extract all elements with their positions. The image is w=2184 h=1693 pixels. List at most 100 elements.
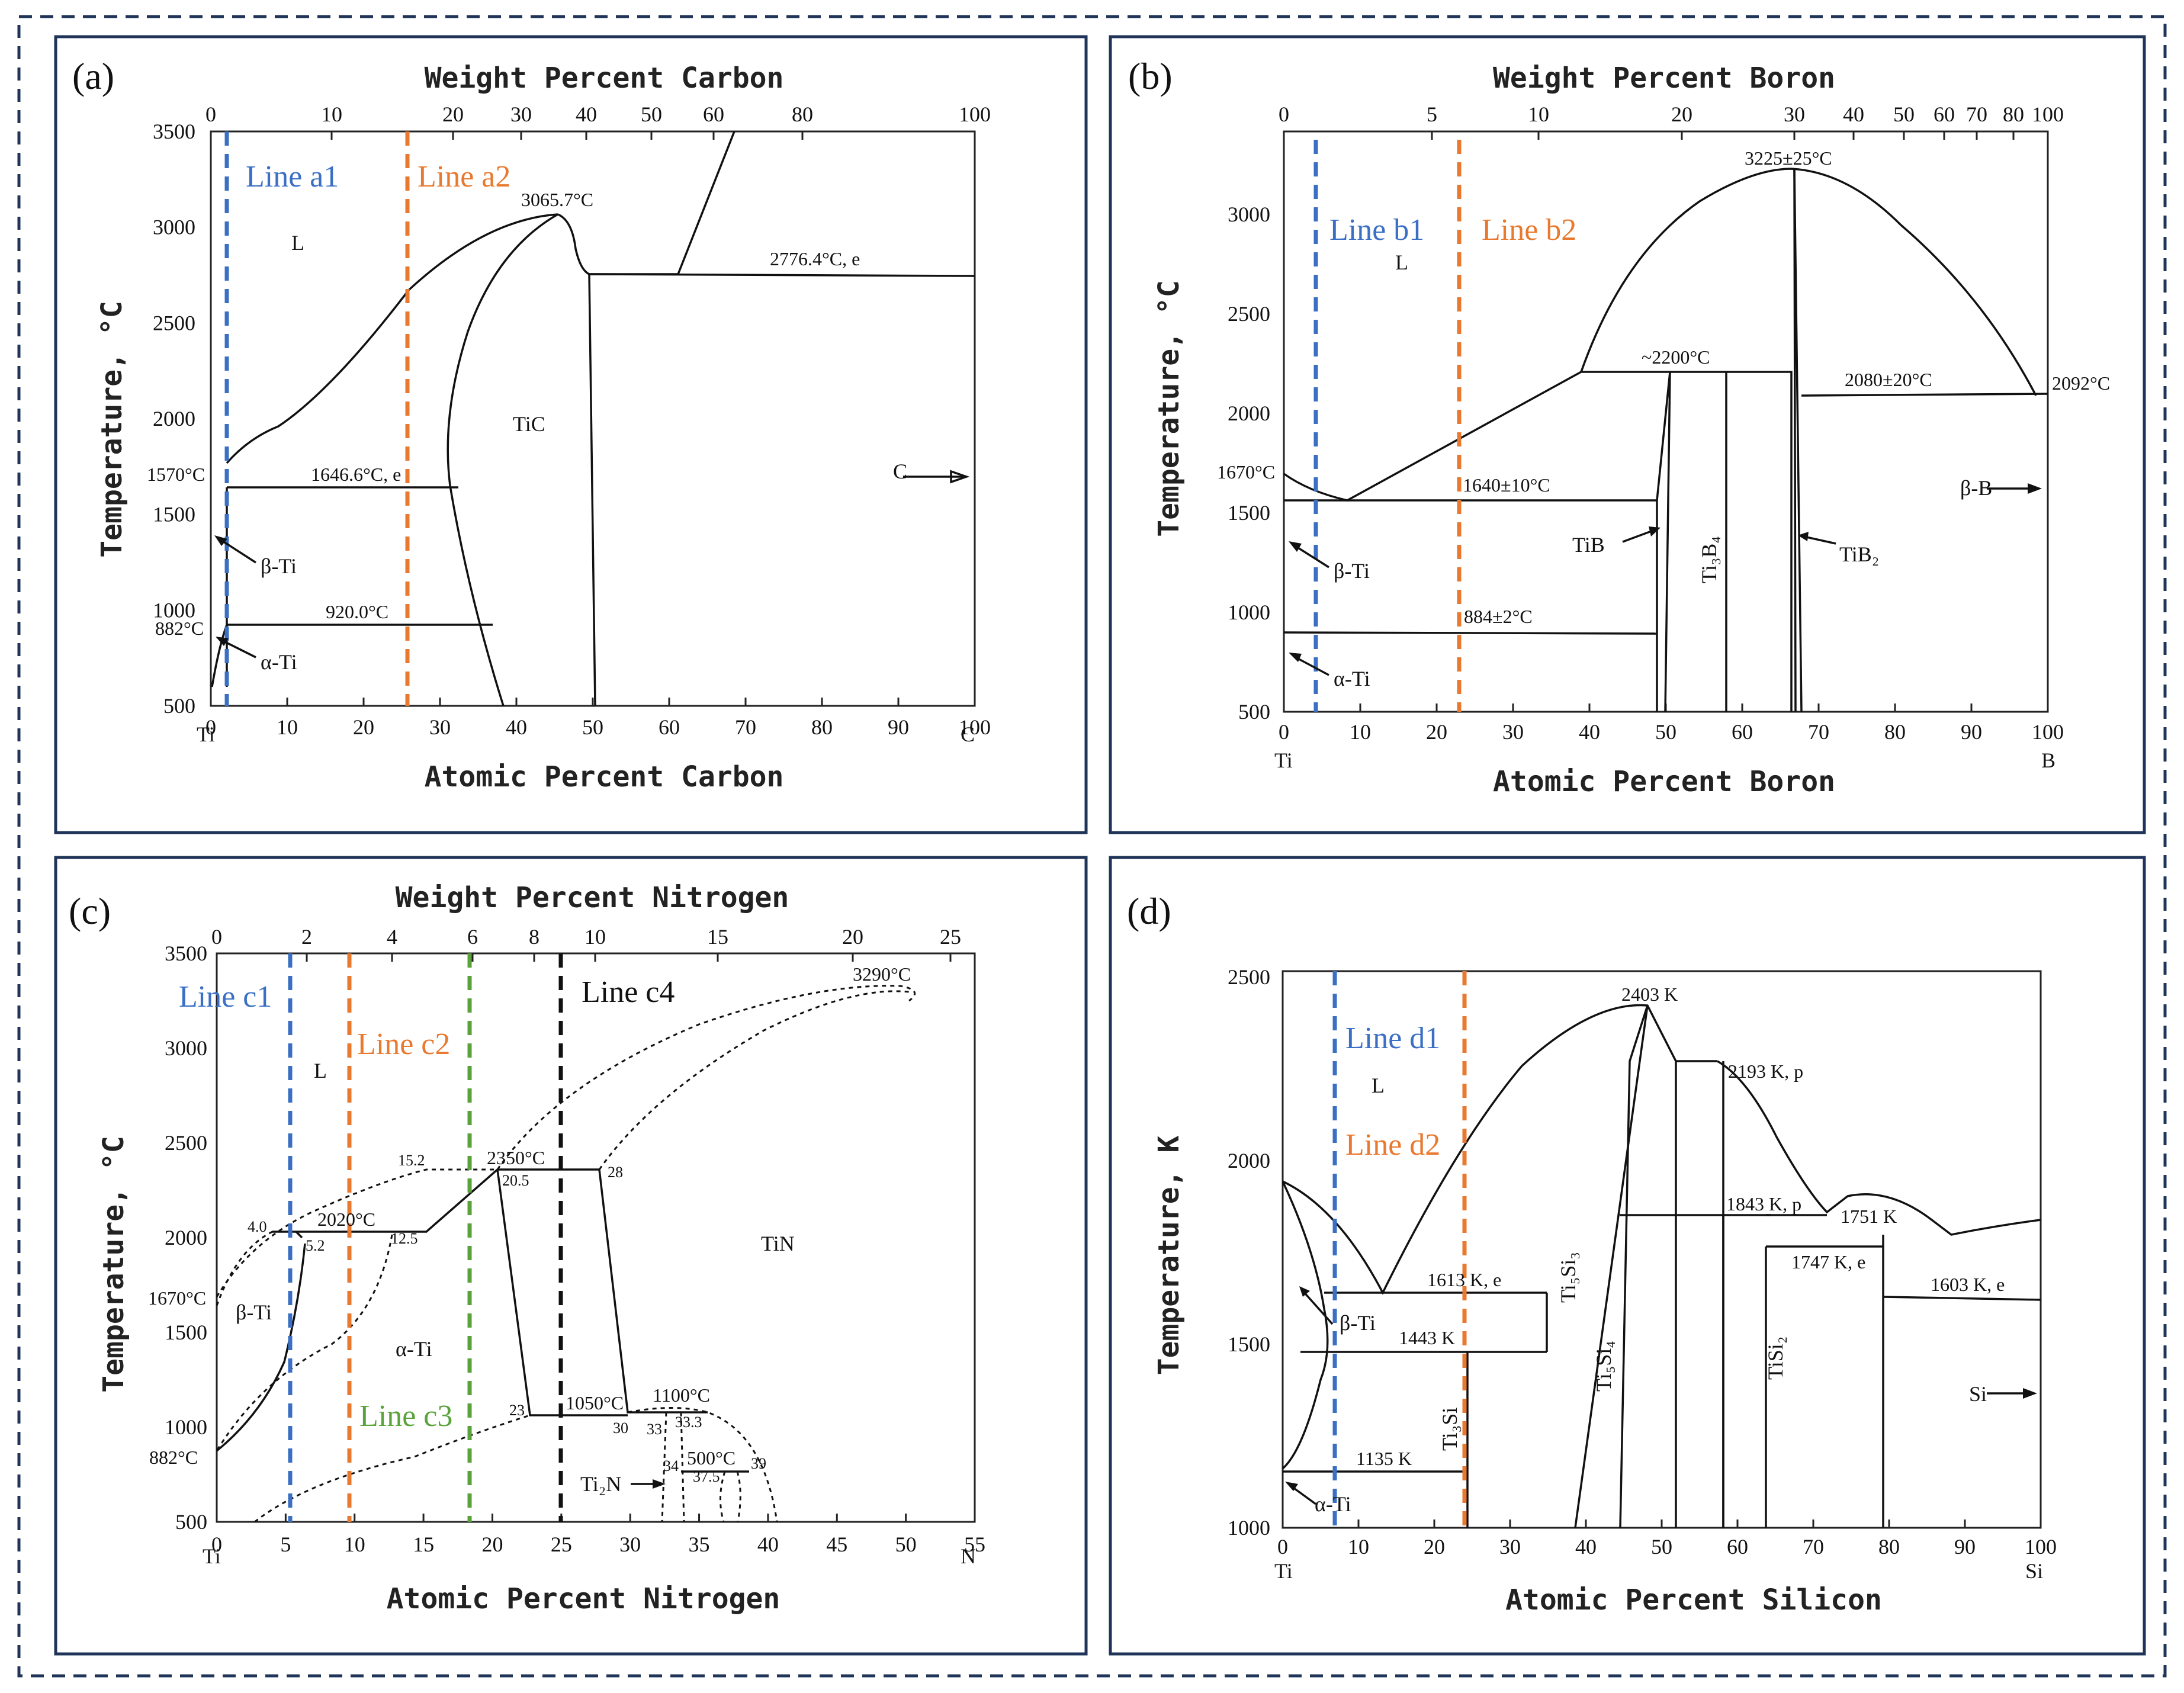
panel-d-label-beta-ti: β-Ti bbox=[1340, 1311, 1376, 1335]
panel-d-label-1747: 1747 K, e bbox=[1791, 1251, 1865, 1273]
panel-b-label-TiB2: TiB₂ bbox=[1839, 542, 1879, 566]
panel-b-label-2092: 2092°C bbox=[2052, 372, 2110, 394]
top-tick-label: 0 bbox=[205, 102, 216, 126]
top-tick-label: 60 bbox=[1934, 102, 1955, 126]
bottom-tick-label: 55 bbox=[964, 1533, 985, 1556]
panel-d-end-left: Ti bbox=[1274, 1559, 1293, 1583]
panel-b-label-beta-b: β-B bbox=[1960, 476, 1992, 500]
top-tick-label: 5 bbox=[1427, 102, 1437, 126]
bottom-tick-label: 80 bbox=[1878, 1535, 1900, 1559]
panel-a-end-right: C bbox=[961, 722, 975, 746]
bottom-tick-label: 10 bbox=[1350, 720, 1371, 744]
panel-b-label-Ti3B4: Ti₃B₄ bbox=[1697, 536, 1721, 583]
panel-b-top-axis-title: Weight Percent Boron bbox=[1493, 62, 1835, 95]
panel-a-y-ticks: 3500 3000 2500 2000 1500 1000 500 bbox=[153, 120, 195, 718]
panel-d-bottom-ticks: 0 10 20 30 40 50 60 70 80 90 100 bbox=[1277, 1519, 2057, 1559]
panel-a-y-axis-title: Temperature, °C bbox=[95, 301, 129, 557]
bottom-tick-label: 90 bbox=[1954, 1535, 1976, 1559]
bottom-tick-label: 50 bbox=[1655, 720, 1676, 744]
panel-d-label-Ti5Si3: Ti₅Si₃ bbox=[1556, 1252, 1580, 1303]
panel-a-label-L: L bbox=[291, 231, 304, 255]
top-tick-label: 40 bbox=[1843, 102, 1864, 126]
outer-dashed-border bbox=[17, 15, 2167, 1678]
panel-a-label-C: C bbox=[893, 460, 907, 483]
panel-c-label-37-5: 37.5 bbox=[693, 1468, 720, 1485]
y-tick-label: 2500 bbox=[1228, 302, 1270, 326]
panel-c-line-c3-label: Line c3 bbox=[359, 1399, 452, 1433]
panel-b-label-2080: 2080±20°C bbox=[1845, 369, 1932, 390]
panel-c-bottom-ticks: 0 5 10 15 20 25 30 35 40 45 50 55 bbox=[211, 1514, 985, 1556]
y-tick-label: 3500 bbox=[153, 120, 195, 143]
top-tick-label: 15 bbox=[707, 925, 728, 949]
panel-c-label-33-3: 33.3 bbox=[675, 1413, 702, 1431]
bottom-tick-label: 45 bbox=[826, 1533, 847, 1556]
top-tick-label: 6 bbox=[467, 925, 478, 949]
panel-d-label-Ti5Si4: Ti₅Si₄ bbox=[1592, 1341, 1615, 1392]
bottom-tick-label: 10 bbox=[1348, 1535, 1369, 1559]
panel-b-label-884: 884±2°C bbox=[1464, 606, 1533, 627]
panel-b-label-beta-ti: β-Ti bbox=[1334, 559, 1370, 583]
panel-a-top-axis-title: Weight Percent Carbon bbox=[425, 62, 784, 95]
top-tick-label: 25 bbox=[940, 925, 961, 949]
y-tick-label: 1000 bbox=[165, 1415, 207, 1439]
bottom-tick-label: 50 bbox=[895, 1533, 917, 1556]
bottom-tick-label: 20 bbox=[481, 1533, 503, 1556]
panel-a-bottom-axis-title: Atomic Percent Carbon bbox=[425, 760, 784, 794]
top-tick-label: 30 bbox=[1784, 102, 1805, 126]
top-tick-label: 10 bbox=[1528, 102, 1549, 126]
panel-d-label-1443: 1443 K bbox=[1399, 1327, 1455, 1348]
bottom-tick-label: 100 bbox=[2032, 720, 2064, 744]
panel-b-border bbox=[1109, 35, 2146, 834]
y-tick-label: 1000 bbox=[1228, 600, 1270, 624]
bottom-tick-label: 70 bbox=[735, 715, 756, 739]
top-tick-label: 100 bbox=[959, 102, 991, 126]
panel-d-y-axis-title: Temperature, K bbox=[1152, 1136, 1186, 1376]
bottom-tick-label: 90 bbox=[1961, 720, 1982, 744]
top-tick-label: 20 bbox=[442, 102, 464, 126]
panel-b-line-b2-label: Line b2 bbox=[1482, 213, 1576, 247]
bottom-tick-label: 100 bbox=[2025, 1535, 2057, 1559]
top-tick-label: 20 bbox=[1671, 102, 1692, 126]
bottom-tick-label: 0 bbox=[211, 1533, 222, 1556]
y-tick-label: 2000 bbox=[1228, 401, 1270, 425]
panel-d-label-1603: 1603 K, e bbox=[1931, 1274, 2005, 1295]
panel-b-label-1670: 1670°C bbox=[1217, 461, 1275, 483]
y-tick-label: 3000 bbox=[153, 216, 195, 239]
panel-c-label-alpha-ti: α-Ti bbox=[396, 1337, 432, 1361]
panel-b-phase-boundaries bbox=[1283, 168, 2048, 712]
bottom-tick-label: 60 bbox=[1727, 1535, 1748, 1559]
panel-b: (b) Weight Percent Boron Atomic Percent … bbox=[1109, 35, 2146, 834]
panel-b-bottom-ticks: 0 10 20 30 40 50 60 70 80 90 100 bbox=[1279, 703, 2064, 744]
top-tick-label: 0 bbox=[1279, 102, 1289, 126]
panel-b-label-3225: 3225±25°C bbox=[1745, 147, 1832, 169]
panel-a-label-alpha-ti: α-Ti bbox=[261, 650, 297, 674]
panel-c-top-axis-title: Weight Percent Nitrogen bbox=[396, 881, 789, 914]
panel-a-line-a2-label: Line a2 bbox=[417, 160, 510, 194]
panel-c-label-33: 33 bbox=[647, 1421, 662, 1438]
y-tick-label: 2000 bbox=[165, 1226, 207, 1249]
y-tick-label: 1500 bbox=[1228, 501, 1270, 525]
top-tick-label: 80 bbox=[2003, 102, 2024, 126]
bottom-tick-label: 30 bbox=[1502, 720, 1524, 744]
panel-d: (d) Atomic Percent Silicon Temperature, … bbox=[1109, 856, 2146, 1656]
bottom-tick-label: 40 bbox=[506, 715, 527, 739]
top-tick-label: 10 bbox=[321, 102, 342, 126]
bottom-tick-label: 70 bbox=[1803, 1535, 1824, 1559]
panel-c-label-500: 500°C bbox=[687, 1447, 736, 1469]
y-tick-label: 2000 bbox=[153, 407, 195, 431]
panel-d-label-L: L bbox=[1372, 1074, 1385, 1097]
panel-b-y-ticks: 3000 2500 2000 1500 1000 500 bbox=[1228, 203, 1270, 724]
panel-a-label-3065: 3065.7°C bbox=[521, 189, 593, 210]
panel-d-label-1751: 1751 K bbox=[1841, 1206, 1897, 1227]
panel-d-line-d2-label: Line d2 bbox=[1345, 1128, 1440, 1162]
panel-b-letter: (b) bbox=[1128, 55, 1173, 97]
y-tick-label: 3500 bbox=[165, 942, 207, 965]
panel-a: (a) Weight Percent Carbon Atomic Percent… bbox=[54, 35, 1088, 834]
panel-a-border bbox=[54, 35, 1088, 834]
panel-a-bottom-ticks: 0 10 20 30 40 50 60 70 80 90 100 bbox=[205, 698, 991, 739]
panel-c-label-12-5: 12.5 bbox=[391, 1230, 418, 1247]
panel-c-border bbox=[54, 856, 1088, 1656]
panel-c-label-TiN: TiN bbox=[761, 1232, 795, 1255]
panel-d-y-ticks: 2500 2000 1500 1000 bbox=[1228, 965, 1270, 1540]
